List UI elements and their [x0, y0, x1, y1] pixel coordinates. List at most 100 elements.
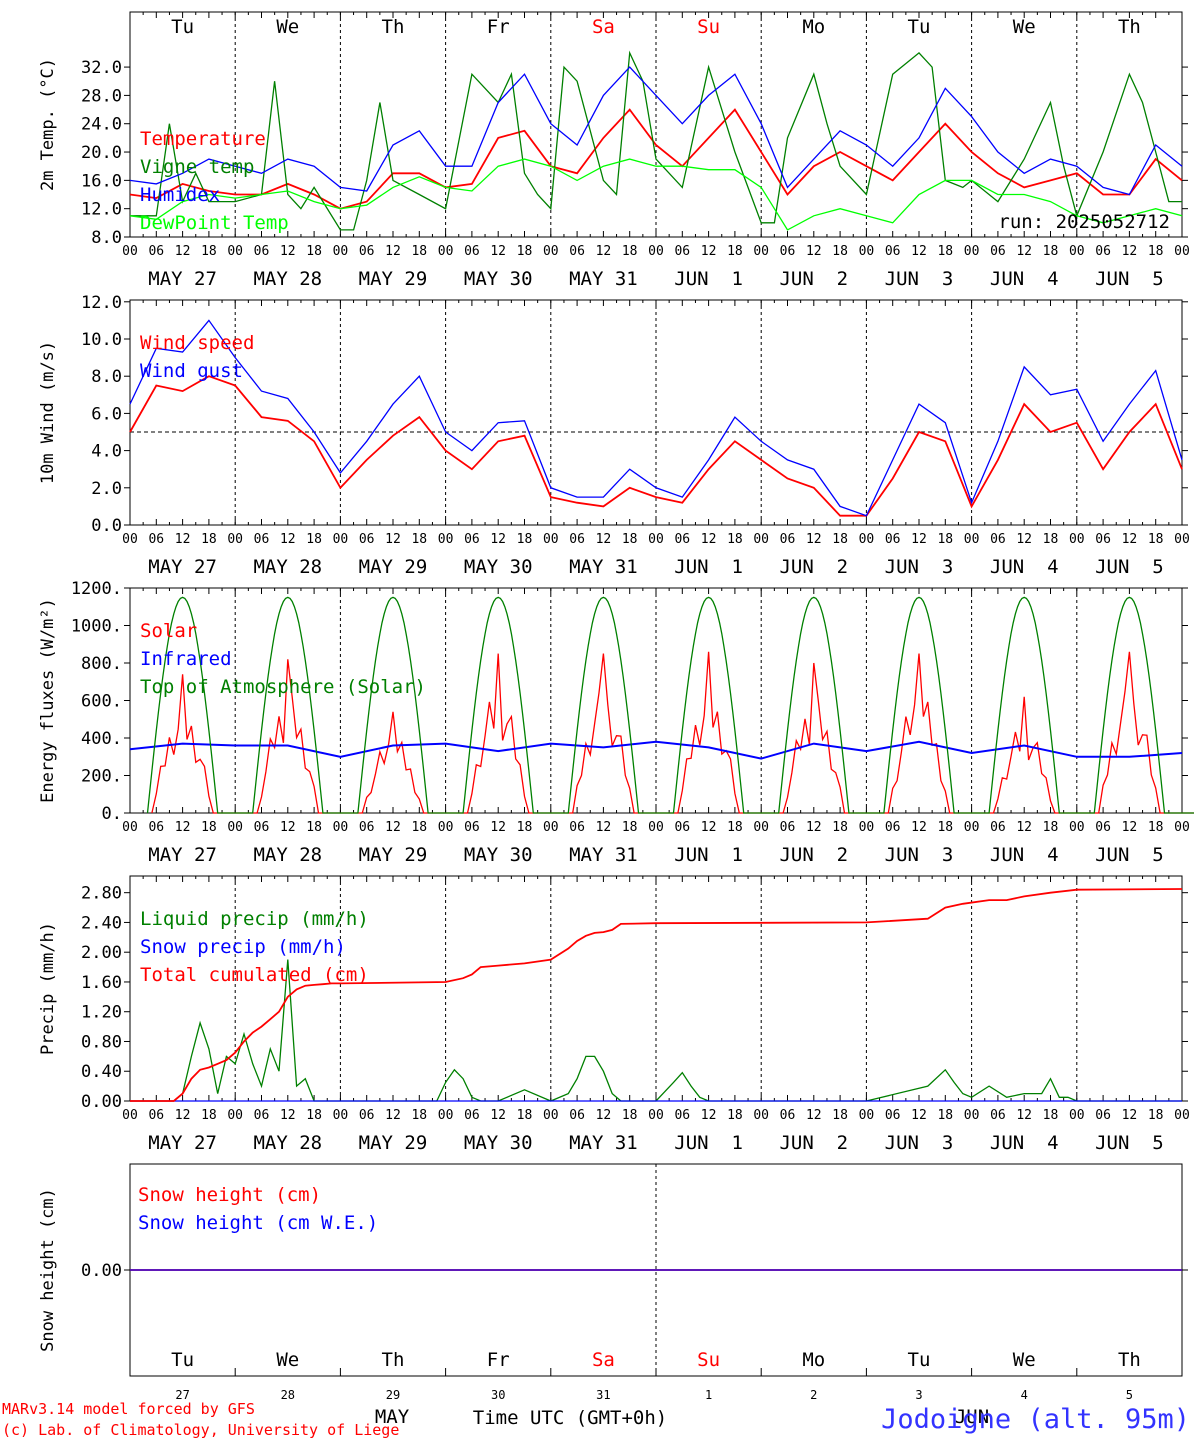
hour-label: 12 — [175, 820, 191, 835]
hour-label: 00 — [1069, 820, 1085, 835]
panel-5: 0.00 Snow height (cm) Snow height (cm) Snow… — [38, 1163, 1188, 1429]
date-label: JUN 3 — [885, 1132, 954, 1154]
series-wind-speed — [129, 375, 1183, 517]
hour-label: 18 — [306, 820, 322, 835]
hour-label: 12 — [1016, 244, 1032, 259]
day-number: 2 — [810, 1388, 817, 1402]
hour-label: 06 — [1095, 244, 1111, 259]
hour-label: 18 — [306, 1108, 322, 1123]
date-label: JUN 2 — [779, 268, 848, 290]
weekday-label: Tu — [171, 16, 194, 38]
day-number: 31 — [596, 1388, 610, 1402]
x-axis-title: Time UTC (GMT+0h) — [473, 1407, 667, 1429]
hour-label: 06 — [254, 1108, 270, 1123]
hour-label: 06 — [569, 532, 585, 547]
hour-label: 18 — [622, 820, 638, 835]
y-tick-label: 1000. — [71, 617, 122, 637]
hour-label: 18 — [937, 532, 953, 547]
hour-label: 00 — [859, 244, 875, 259]
date-label: MAY 29 — [359, 844, 428, 866]
date-label: MAY 27 — [148, 844, 217, 866]
weekday-label: Tu — [908, 1349, 931, 1371]
weekday-label: Sa — [592, 1349, 615, 1371]
hour-label: 06 — [1095, 1108, 1111, 1123]
y-tick-label: 10.0 — [81, 330, 122, 350]
hour-label: 00 — [753, 820, 769, 835]
hour-label: 06 — [464, 244, 480, 259]
hour-label: 00 — [227, 244, 243, 259]
hour-label: 18 — [411, 532, 427, 547]
y-tick-label: 0.00 — [81, 1092, 122, 1112]
date-label: JUN 3 — [885, 268, 954, 290]
hour-label: 18 — [306, 244, 322, 259]
hour-label: 00 — [753, 532, 769, 547]
hour-label: 18 — [622, 1108, 638, 1123]
hour-label: 12 — [911, 244, 927, 259]
legend-label: Liquid precip (mm/h) — [140, 908, 369, 930]
hour-label: 00 — [438, 1108, 454, 1123]
y-tick-label: 2.40 — [81, 913, 122, 933]
hour-label: 12 — [385, 244, 401, 259]
hour-label: 18 — [937, 244, 953, 259]
hour-label: 18 — [306, 532, 322, 547]
y-tick-label: 0. — [102, 804, 122, 824]
hour-label: 06 — [254, 532, 270, 547]
hour-label: 18 — [1043, 820, 1059, 835]
hour-label: 12 — [806, 1108, 822, 1123]
date-label: MAY 31 — [569, 268, 638, 290]
hour-label: 18 — [832, 1108, 848, 1123]
y-tick-label: 32.0 — [81, 58, 122, 78]
hour-label: 18 — [201, 1108, 217, 1123]
hour-label: 18 — [832, 244, 848, 259]
legend-label: Solar — [140, 620, 197, 642]
y-tick-label: 0.80 — [81, 1032, 122, 1052]
month-label: MAY — [375, 1406, 410, 1428]
hour-label: 18 — [517, 1108, 533, 1123]
date-label: MAY 30 — [464, 268, 533, 290]
y-tick-label: 24.0 — [81, 115, 122, 135]
hour-label: 00 — [964, 532, 980, 547]
y-tick-label: 200. — [81, 767, 122, 787]
y-tick-label: 600. — [81, 692, 122, 712]
date-label: JUN 1 — [674, 1132, 743, 1154]
y-tick-label: 28.0 — [81, 86, 122, 106]
day-number: 1 — [705, 1388, 712, 1402]
hour-label: 06 — [148, 532, 164, 547]
hour-label: 06 — [990, 244, 1006, 259]
series-top-of-atmosphere-solar- — [146, 596, 1194, 814]
weekday-label: Su — [697, 1349, 720, 1371]
hour-label: 12 — [490, 1108, 506, 1123]
hour-label: 12 — [701, 1108, 717, 1123]
hour-label: 00 — [1174, 1108, 1190, 1123]
hour-label: 12 — [280, 532, 296, 547]
y-tick-label: 800. — [81, 654, 122, 674]
hour-label: 00 — [543, 820, 559, 835]
hour-label: 12 — [175, 1108, 191, 1123]
hour-label: 06 — [254, 820, 270, 835]
y-axis-label: Precip (mm/h) — [38, 922, 58, 1055]
series-solar — [151, 651, 1194, 814]
hour-label: 00 — [543, 244, 559, 259]
date-label: JUN 2 — [779, 1132, 848, 1154]
hour-label: 12 — [175, 244, 191, 259]
y-tick-label: 2.80 — [81, 884, 122, 904]
hour-label: 00 — [438, 820, 454, 835]
hour-label: 18 — [1148, 820, 1164, 835]
hour-label: 00 — [648, 820, 664, 835]
date-label: MAY 28 — [253, 268, 322, 290]
hour-label: 12 — [385, 532, 401, 547]
date-label: JUN 5 — [1095, 844, 1164, 866]
hour-label: 06 — [148, 820, 164, 835]
hour-label: 06 — [990, 1108, 1006, 1123]
hour-label: 00 — [333, 820, 349, 835]
hour-label: 12 — [701, 820, 717, 835]
hour-label: 12 — [1016, 820, 1032, 835]
credit-line-2: (c) Lab. of Climatology, University of L… — [2, 1421, 399, 1439]
legend-label: Wind gust — [140, 360, 243, 382]
hour-label: 00 — [543, 532, 559, 547]
day-number: 4 — [1021, 1388, 1028, 1402]
hour-label: 00 — [1174, 244, 1190, 259]
legend-label: DewPoint Temp — [140, 212, 289, 234]
date-label: JUN 4 — [990, 844, 1059, 866]
